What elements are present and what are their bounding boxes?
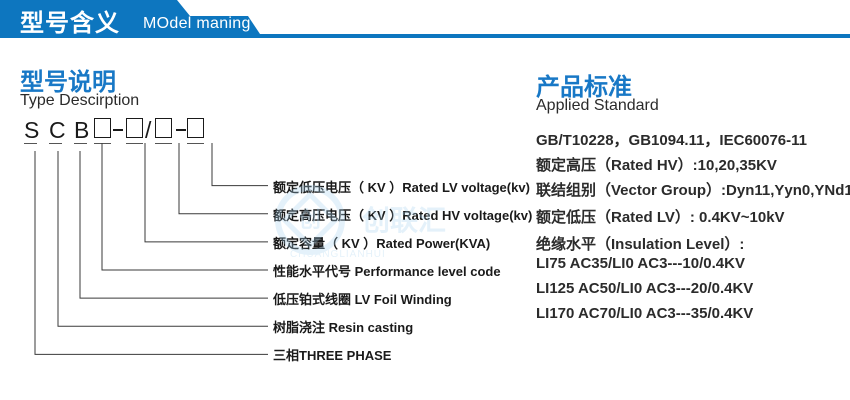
svg-text:创联汇: 创联汇	[361, 205, 446, 236]
svg-text:CHUANGLIANHUI: CHUANGLIANHUI	[290, 249, 386, 260]
svg-text:创: 创	[298, 207, 321, 232]
